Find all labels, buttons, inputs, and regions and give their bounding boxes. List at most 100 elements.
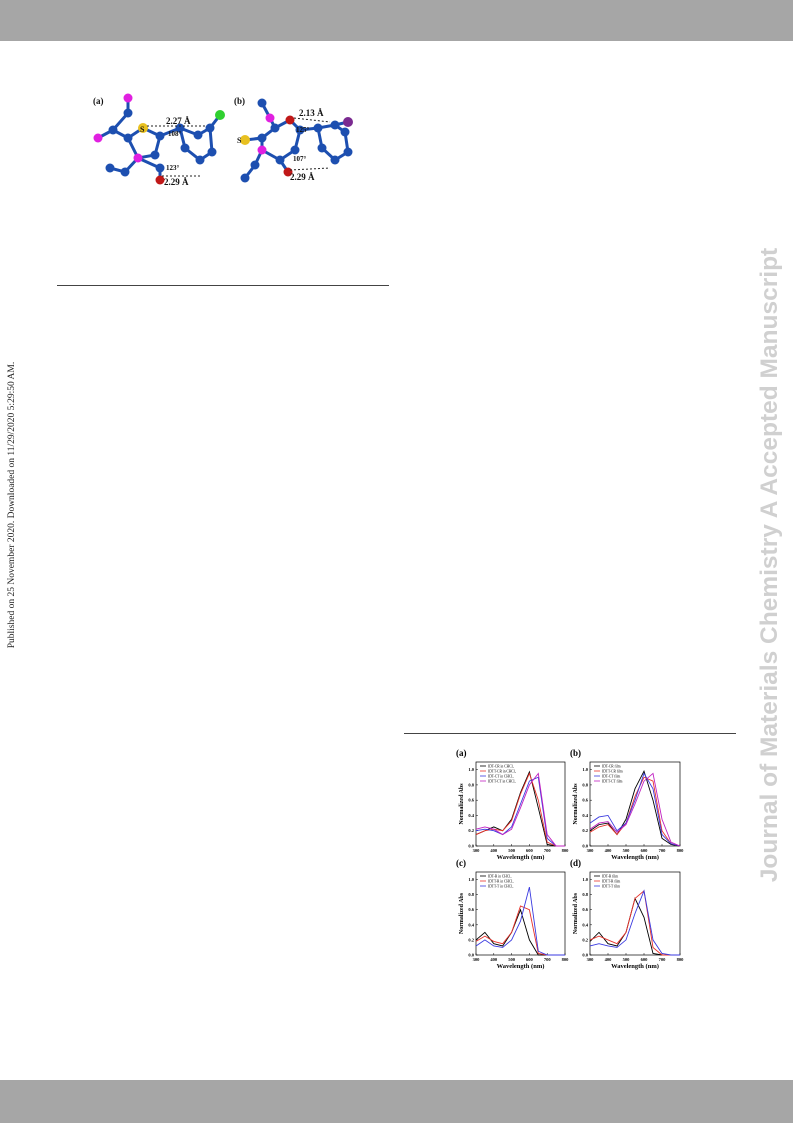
x-tick-label: 400 xyxy=(490,957,498,962)
x-tick-label: 400 xyxy=(605,848,613,853)
legend-label: IDT-CT film xyxy=(602,774,620,778)
panel-label: (b) xyxy=(570,748,581,758)
panel-label: (b) xyxy=(234,96,245,106)
atoms xyxy=(93,93,353,185)
series-line xyxy=(475,905,565,956)
y-tick-label: 1.0 xyxy=(468,767,474,772)
y-tick-label: 0.0 xyxy=(468,844,474,849)
y-tick-label: 0.2 xyxy=(468,828,474,833)
x-tick-label: 700 xyxy=(659,957,667,962)
x-tick-label: 800 xyxy=(562,848,570,853)
plot-frame xyxy=(475,871,566,956)
y-tick-label: 0.8 xyxy=(582,782,588,787)
y-tick-label: 0.8 xyxy=(468,892,474,897)
legend-label: IDT-CR in CHCl₃ xyxy=(488,764,515,768)
x-axis-label: Wavelength (nm) xyxy=(497,854,545,861)
y-tick-label: 0.0 xyxy=(582,953,588,958)
y-tick-label: 0.4 xyxy=(582,813,588,818)
rule xyxy=(57,285,389,286)
angle: 125° xyxy=(296,126,310,134)
panel-label: (a) xyxy=(93,96,104,106)
x-tick-label: 500 xyxy=(623,957,631,962)
x-tick-label: 700 xyxy=(659,848,667,853)
series-line xyxy=(589,897,680,956)
series-line xyxy=(589,769,681,847)
distance: 2.29 Å xyxy=(164,177,189,187)
x-tick-label: 300 xyxy=(473,957,481,962)
x-tick-label: 800 xyxy=(677,957,685,962)
x-tick-label: 600 xyxy=(526,957,534,962)
y-tick-label: 0.2 xyxy=(468,937,474,942)
y-tick-label: 0.6 xyxy=(468,798,474,803)
x-tick-label: 800 xyxy=(677,848,685,853)
x-axis-label: Wavelength (nm) xyxy=(611,854,659,861)
x-tick-label: 600 xyxy=(526,848,534,853)
y-tick-label: 0.4 xyxy=(582,922,588,927)
x-tick-label: 700 xyxy=(544,957,552,962)
panel-label: (c) xyxy=(456,858,466,868)
y-tick-label: 0.8 xyxy=(582,892,588,897)
legend-label: IDT-R in CHCl₃ xyxy=(488,874,512,878)
legend-label: IDTT-CR film xyxy=(602,769,623,773)
y-tick-label: 0.0 xyxy=(468,953,474,958)
y-axis-label: Normalized Abs xyxy=(573,783,579,825)
y-axis-label: Normalized Abs xyxy=(459,783,465,825)
y-tick-label: 0.0 xyxy=(582,844,588,849)
y-tick-label: 0.6 xyxy=(582,798,588,803)
series-line xyxy=(589,772,681,847)
series-line xyxy=(589,889,680,956)
x-tick-label: 600 xyxy=(641,848,649,853)
x-axis-label: Wavelength (nm) xyxy=(497,963,545,970)
y-tick-label: 0.4 xyxy=(468,922,474,927)
legend-label: IDTT-CT in CHCl₃ xyxy=(488,779,517,783)
footer-bar xyxy=(0,1080,793,1123)
distance: 2.13 Å xyxy=(299,108,324,118)
series-line xyxy=(475,886,565,956)
y-tick-label: 0.2 xyxy=(582,828,588,833)
y-tick-label: 1.0 xyxy=(468,877,474,882)
plot-frame xyxy=(475,761,566,847)
angle: 107° xyxy=(293,155,307,163)
y-tick-label: 0.6 xyxy=(582,907,588,912)
atom-label: S xyxy=(237,136,242,145)
rule xyxy=(404,733,736,734)
x-tick-label: 700 xyxy=(544,848,552,853)
legend-label: IDTT-T film xyxy=(602,884,620,888)
y-tick-label: 1.0 xyxy=(582,877,588,882)
legend-label: IDTT-R in CHCl₃ xyxy=(488,879,514,883)
legend-label: IDT-CR film xyxy=(602,764,621,768)
x-tick-label: 500 xyxy=(623,848,631,853)
angle: 123° xyxy=(166,164,180,172)
hbond-lines xyxy=(147,117,331,177)
figure-2: (a) 300 400 500 600 700 800 0.0 0.2 0.4 0.6 0.8 1.0 W… xyxy=(456,748,684,970)
x-tick-label: 600 xyxy=(641,957,649,962)
series-line xyxy=(475,776,565,847)
series-line xyxy=(475,772,565,847)
x-tick-label: 300 xyxy=(473,848,481,853)
y-axis-label: Normalized Abs xyxy=(459,892,465,934)
x-tick-label: 500 xyxy=(508,957,516,962)
x-tick-label: 400 xyxy=(605,957,613,962)
plot-frame xyxy=(589,871,681,956)
distance: 2.29 Å xyxy=(290,172,315,182)
legend-label: IDTT-R film xyxy=(602,879,621,883)
panel-label: (a) xyxy=(456,748,467,758)
legend-label: IDTT-CR in CHCl₃ xyxy=(488,769,517,773)
series-line xyxy=(589,776,681,847)
x-tick-label: 800 xyxy=(562,957,570,962)
y-tick-label: 1.0 xyxy=(582,767,588,772)
distance: 2.27 Å xyxy=(166,116,191,126)
series-line xyxy=(475,908,565,956)
legend-label: IDTT-CT film xyxy=(602,779,623,783)
y-tick-label: 0.2 xyxy=(582,937,588,942)
legend-label: IDTT-T in CHCl₃ xyxy=(488,884,514,888)
legend-label: IDT-R film xyxy=(602,874,618,878)
legend-label: IDT-CT in CHCl₃ xyxy=(488,774,514,778)
x-tick-label: 300 xyxy=(587,957,595,962)
atom-label: S xyxy=(140,125,145,134)
series-line xyxy=(475,772,565,847)
series-line xyxy=(589,890,680,956)
x-tick-label: 500 xyxy=(508,848,516,853)
